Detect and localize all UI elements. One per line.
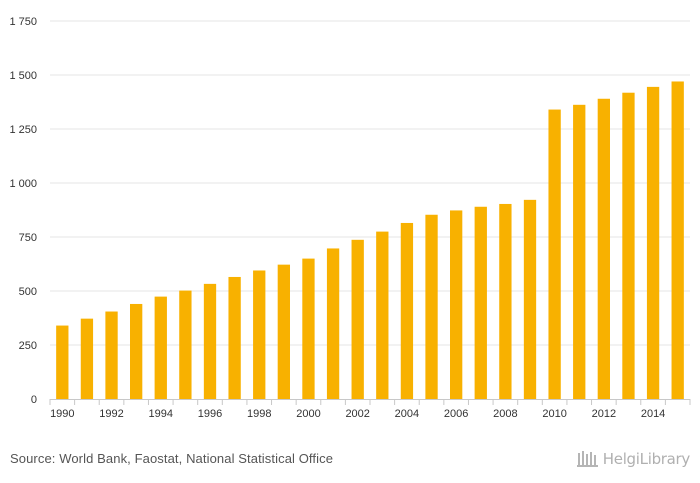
bar-2006	[450, 210, 463, 399]
bar-1991	[80, 318, 94, 399]
x-tick-label: 2006	[444, 408, 468, 420]
x-tick-label: 2004	[395, 408, 419, 420]
bar-1992	[105, 311, 118, 399]
bar-1999	[277, 264, 290, 399]
y-tick-label: 250	[19, 340, 37, 352]
library-columns-icon	[576, 451, 598, 467]
x-tick-label: 1990	[50, 408, 74, 420]
y-tick-label: 1 250	[9, 124, 37, 136]
y-axis-ticks: 0 250 500 750 1 000 1 250 1 500 1 750	[9, 16, 37, 406]
bar-2015	[671, 81, 684, 399]
y-tick-label: 0	[31, 394, 37, 406]
bar-2008	[499, 203, 512, 399]
y-tick-label: 750	[19, 232, 37, 244]
bar-2009	[523, 199, 537, 399]
bar-2007	[474, 206, 487, 399]
y-tick-label: 500	[19, 286, 37, 298]
x-axis-ticks: 1990 1992 1994 1996 1998 2000 2002 2004 2006 2008…	[49, 399, 691, 420]
y-tick-label: 1 500	[9, 70, 37, 82]
bar-1996	[203, 283, 217, 399]
bar-2012	[597, 98, 610, 399]
x-tick-label: 1992	[99, 408, 123, 420]
bar-1990	[56, 325, 69, 399]
y-tick-label: 1 000	[9, 178, 37, 190]
bar-2000	[302, 258, 315, 399]
bar-2002	[351, 239, 364, 399]
bar-2013	[622, 92, 635, 399]
bar-2004	[400, 222, 414, 399]
bar-1995	[179, 290, 192, 399]
brand-logo: HelgiLibrary	[576, 448, 691, 470]
x-tick-label: 1996	[198, 408, 222, 420]
x-tick-label: 2014	[641, 408, 665, 420]
bars	[56, 81, 684, 400]
bar-2001	[326, 248, 340, 399]
brand-name: HelgiLibrary	[602, 450, 691, 468]
x-tick-label: 2012	[592, 408, 616, 420]
bar-2003	[376, 231, 389, 399]
x-tick-label: 1994	[149, 408, 173, 420]
x-tick-label: 2010	[542, 408, 566, 420]
bar-1997	[228, 276, 241, 399]
footer: Source: World Bank, Faostat, National St…	[0, 440, 700, 483]
bar-2014	[646, 86, 660, 399]
bar-1998	[253, 270, 266, 399]
bar-chart: 0 250 500 750 1 000 1 250 1 500 1 750 1990 1992 1…	[9, 16, 691, 420]
x-tick-label: 2000	[296, 408, 320, 420]
x-tick-label: 2002	[345, 408, 369, 420]
bar-2010	[548, 109, 561, 399]
x-tick-label: 1998	[247, 408, 271, 420]
source-note: Source: World Bank, Faostat, National St…	[10, 451, 334, 466]
bar-2005	[425, 214, 438, 399]
bar-1993	[130, 303, 143, 399]
grid-lines	[50, 20, 690, 346]
x-tick-label: 2008	[493, 408, 517, 420]
bar-1994	[154, 296, 167, 399]
bar-2011	[573, 104, 586, 400]
y-tick-label: 1 750	[9, 16, 37, 28]
